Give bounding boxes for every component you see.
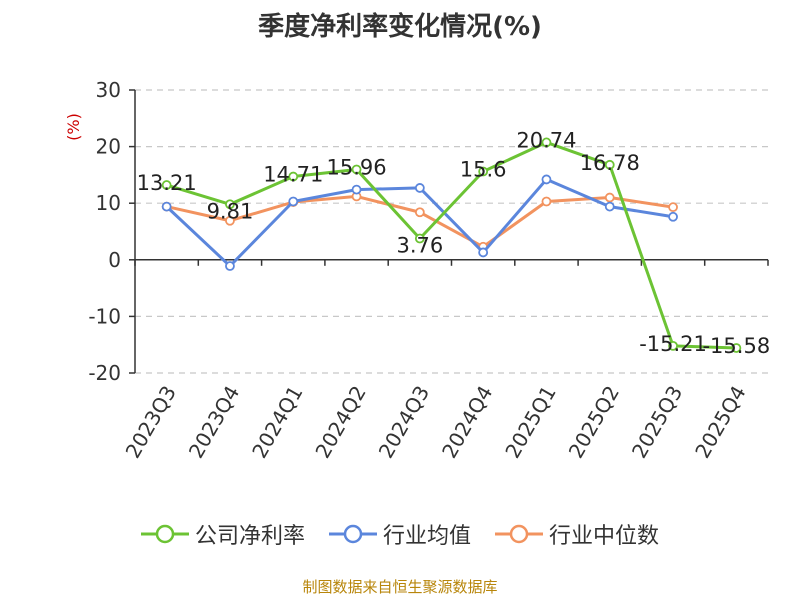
x-tick-label: 2025Q2 [564,382,624,463]
source-note: 制图数据来自恒生聚源数据库 [302,578,498,596]
data-point-company [541,137,552,148]
x-tick-label: 2024Q3 [374,382,434,463]
x-tick-label: 2025Q1 [500,382,560,463]
data-label: 3.76 [396,234,443,258]
data-point-industry_median [414,207,425,218]
data-point-industry_avg [161,201,172,212]
data-point-industry_avg [604,201,615,212]
legend-item-industry-avg[interactable]: 行业均值 [328,518,471,550]
y-tick-label: 0 [108,248,121,272]
y-tick-label: -10 [88,304,121,328]
data-point-company [414,233,425,244]
legend: 公司净利率 行业均值 行业中位数 [0,518,800,550]
legend-marker-icon [495,524,543,544]
series-lines [161,137,742,353]
x-tick-label: 2025Q4 [690,382,750,463]
data-point-industry_avg [541,174,552,185]
y-tick-label: -20 [88,361,121,385]
data-point-industry_avg [351,184,362,195]
legend-item-company[interactable]: 公司净利率 [140,518,305,550]
data-point-company [161,180,172,190]
data-point-industry_avg [225,261,235,271]
x-tick-label: 2024Q2 [310,382,370,463]
legend-label-industry-avg: 行业均值 [382,524,471,549]
x-tick-label: 2023Q4 [184,382,244,463]
data-point-industry_avg [288,196,299,207]
data-point-company [351,164,362,175]
axes: 30 20 10 0 -10 -20 (%) 2023Q3 2023Q4 2024Q1 2024Q2… [64,78,769,463]
data-point-company [668,340,678,351]
x-tick-label: 2025Q3 [627,382,687,463]
data-point-industry_median [541,196,552,207]
data-label: -15.58 [702,334,770,358]
y-tick-label: 30 [96,78,121,102]
data-point-industry_median [225,215,235,226]
data-point-industry_median [604,192,615,203]
y-tick-label: 10 [96,191,121,215]
data-point-company [478,166,489,177]
data-point-industry_avg [414,183,425,193]
legend-label-industry-median: 行业中位数 [549,524,660,549]
grid-lines [135,89,768,374]
x-tick-label: 2024Q1 [247,382,307,463]
x-tick-label: 2024Q4 [437,382,497,463]
legend-item-industry-median[interactable]: 行业中位数 [495,518,659,550]
y-axis-title: (%) [64,113,83,141]
data-point-industry_median [668,202,678,213]
data-label: 15.6 [460,158,507,182]
data-label: 20.74 [516,128,576,152]
legend-label-company: 公司净利率 [194,524,305,549]
data-label: -15.21 [639,332,707,356]
data-point-company [604,159,615,170]
data-label: 9.81 [207,199,254,223]
data-label: 15.96 [326,155,386,179]
data-label: 13.21 [137,171,197,195]
y-tick-label: 20 [96,135,121,159]
data-label: 16.78 [580,151,640,175]
chart-title: 季度净利率变化情况(%) [258,12,542,42]
legend-marker-icon [328,524,377,544]
data-point-company [288,171,299,182]
data-point-company [225,199,235,210]
series-line-company [166,140,737,350]
x-tick-label: 2023Q3 [121,382,181,463]
data-point-company [731,343,742,353]
legend-marker-icon [140,524,189,544]
data-label: 14.71 [263,163,323,187]
data-point-industry_avg [478,247,489,258]
data-point-industry_avg [668,211,678,222]
